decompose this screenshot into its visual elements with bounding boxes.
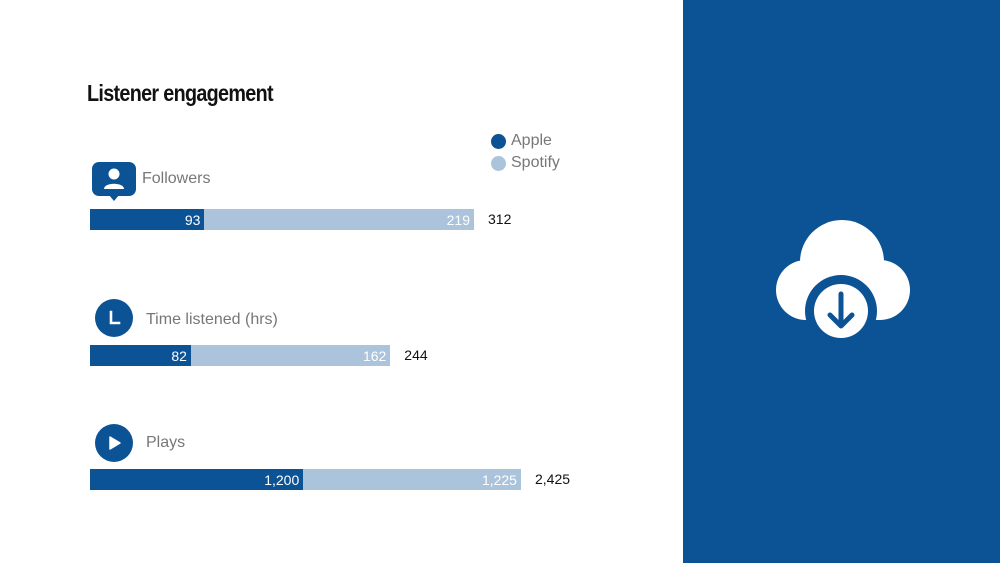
bar-apple-plays: 1,200 [90,469,304,490]
bar-apple-followers: 93 [90,209,205,230]
legend-label-apple: Apple [511,132,552,149]
legend-swatch-apple [491,133,506,149]
legend-label-spotify: Spotify [511,154,560,171]
legend-item-apple: Apple [491,130,560,152]
bar-apple-time: 82 [90,345,191,366]
total-followers: 312 [488,211,512,227]
play-icon [95,424,133,462]
clock-icon [95,299,133,337]
cloud-download-icon [770,218,912,351]
legend-swatch-spotify [491,155,506,171]
bar-spotify-time: 162 [190,345,391,366]
chart-title: Listener engagement [87,80,274,106]
total-time: 244 [404,347,428,363]
legend-item-spotify: Spotify [491,152,560,174]
follower-badge-icon [92,162,136,201]
legend: Apple Spotify [491,130,560,174]
metric-label-plays: Plays [146,434,186,451]
total-plays: 2,425 [535,471,571,487]
metric-label-followers: Followers [142,170,211,187]
metric-label-time: Time listened (hrs) [146,311,278,328]
bar-spotify-followers: 219 [204,209,474,230]
bar-spotify-plays: 1,225 [303,469,521,490]
